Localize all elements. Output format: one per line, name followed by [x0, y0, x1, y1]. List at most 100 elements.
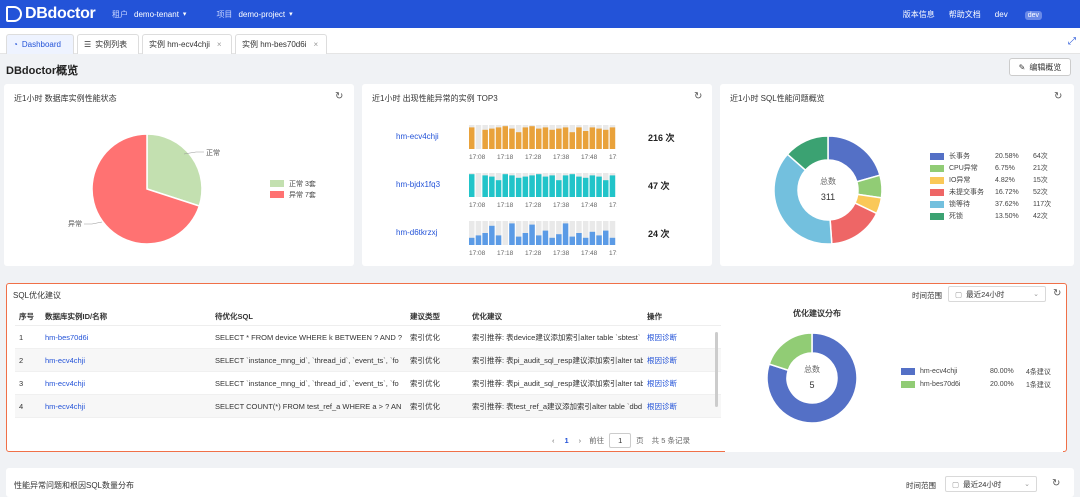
refresh-icon[interactable]: ↻ [1052, 478, 1061, 489]
sparkline-bar[interactable] [596, 128, 602, 149]
sql-category-0-slice[interactable] [827, 135, 881, 183]
sparkline-bar[interactable] [609, 127, 616, 149]
root-cause-link[interactable]: 根因诊断 [647, 401, 677, 411]
fullscreen-icon[interactable]: ⤢ [1068, 36, 1076, 47]
sparkline-bar[interactable] [489, 128, 495, 149]
dist-instance-1-slice[interactable] [768, 332, 813, 372]
root-cause-link[interactable]: 根因诊断 [647, 378, 677, 388]
sparkline-bar[interactable] [482, 233, 488, 245]
legend-item[interactable]: 锁等待 37.62% 117次 [930, 198, 1051, 210]
sparkline-bar[interactable] [475, 235, 482, 245]
instance-link[interactable]: hm-bes70d6i [45, 332, 89, 342]
legend-item[interactable]: 死锁 13.50% 42次 [930, 210, 1051, 222]
tab-dashboard[interactable]: ◔ Dashboard [6, 34, 74, 54]
abnormal-slice[interactable] [91, 133, 201, 245]
time-range-select[interactable]: ▢ 最近24小时 ⌄ [945, 476, 1037, 492]
table-scrollbar[interactable] [715, 332, 718, 407]
sparkline-bar[interactable] [562, 127, 569, 149]
instance-link[interactable]: hm-ecv4chji [45, 401, 86, 411]
logo[interactable]: DBdoctor [6, 5, 106, 23]
refresh-icon[interactable]: ↻ [335, 91, 344, 102]
sparkline-bar[interactable] [515, 236, 522, 245]
sparkline-bar[interactable] [556, 128, 562, 149]
sparkline-bar[interactable] [522, 233, 529, 245]
legend-item[interactable]: IO异常 4.82% 15次 [930, 174, 1051, 186]
sparkline-bar[interactable] [582, 177, 589, 197]
sparkline-bar[interactable] [576, 127, 582, 149]
prev-page-icon[interactable]: ‹ [552, 435, 555, 445]
sparkline-bar[interactable] [469, 127, 475, 149]
sparkline-bar[interactable] [589, 127, 596, 149]
sparkline-bar[interactable] [569, 236, 576, 245]
version-info-link[interactable]: 版本信息 [902, 9, 935, 19]
current-page[interactable]: 1 [564, 435, 569, 445]
sparkline-bar[interactable] [536, 235, 542, 245]
sparkline-bar[interactable] [542, 230, 549, 245]
sparkline-bar[interactable] [529, 175, 535, 197]
sparkline-bar[interactable] [589, 231, 596, 245]
project-selector[interactable]: 项目 demo-project ▾ [216, 9, 292, 20]
refresh-icon[interactable]: ↻ [694, 91, 703, 102]
sparkline-bar[interactable] [582, 237, 589, 245]
sparkline-bar[interactable] [556, 234, 562, 245]
sparkline-bar[interactable] [542, 176, 549, 197]
legend-item[interactable]: hm-bes70d6i 20.00% 1条建议 [901, 378, 1051, 391]
sparkline-bar[interactable] [469, 237, 475, 245]
sparkline-bar[interactable] [609, 175, 616, 197]
goto-page-input[interactable]: 1 [609, 432, 632, 448]
sparkline-bar[interactable] [495, 180, 502, 197]
tab-instance-bes70d6i[interactable]: 实例 hm-bes70d6i × [235, 34, 327, 54]
root-cause-link[interactable]: 根因诊断 [647, 332, 677, 342]
edit-overview-button[interactable]: ✎ 编辑概览 [1009, 58, 1071, 76]
time-range-select[interactable]: ▢ 最近24小时 ⌄ [948, 286, 1046, 302]
sparkline-bar[interactable] [482, 175, 488, 197]
legend-item[interactable]: 正常 3套 [270, 178, 316, 189]
refresh-icon[interactable]: ↻ [1053, 288, 1062, 299]
sql-category-4-slice[interactable] [773, 153, 833, 245]
sparkline-bar[interactable] [529, 126, 535, 149]
refresh-icon[interactable]: ↻ [1054, 91, 1063, 102]
sparkline-bar[interactable] [549, 129, 555, 149]
next-page-icon[interactable]: › [578, 435, 582, 445]
sparkline-bar[interactable] [569, 174, 576, 197]
close-icon[interactable]: × [216, 40, 222, 49]
dist-instance-0-slice[interactable] [766, 332, 858, 424]
sparkline-bar[interactable] [562, 223, 569, 245]
sparkline-bar[interactable] [556, 180, 562, 197]
sparkline-bar[interactable] [509, 175, 515, 197]
sparkline-bar[interactable] [589, 175, 596, 197]
sparkline-bar[interactable] [603, 129, 609, 149]
sparkline-bar[interactable] [502, 174, 509, 197]
root-cause-link[interactable]: 根因诊断 [647, 355, 677, 365]
sparkline-bar[interactable] [609, 237, 616, 245]
help-docs-link[interactable]: 帮助文档 [948, 9, 981, 19]
sparkline-bar[interactable] [522, 176, 529, 197]
sparkline-bar[interactable] [576, 176, 582, 197]
sparkline-bar[interactable] [495, 127, 502, 149]
legend-item[interactable]: hm-ecv4chji 80.00% 4条建议 [901, 365, 1051, 378]
sparkline-bar[interactable] [469, 174, 475, 197]
sparkline-bar[interactable] [536, 174, 542, 197]
sparkline-bar[interactable] [603, 230, 609, 245]
sparkline-bar[interactable] [576, 233, 582, 245]
sparkline-bar[interactable] [509, 128, 515, 149]
sparkline-bar[interactable] [502, 126, 509, 149]
sparkline-bar[interactable] [562, 175, 569, 197]
sparkline-bar[interactable] [596, 235, 602, 245]
instance-link[interactable]: hm-ecv4chji [45, 355, 86, 365]
sparkline-bar[interactable] [536, 128, 542, 149]
sparkline-bar[interactable] [515, 177, 522, 197]
sparkline-bar[interactable] [489, 225, 495, 245]
instance-link[interactable]: hm-bjdx1fq3 [396, 180, 441, 189]
normal-slice[interactable] [146, 133, 203, 207]
close-icon[interactable]: × [313, 40, 319, 49]
legend-item[interactable]: 未提交事务 16.72% 52次 [930, 186, 1051, 198]
sparkline-bar[interactable] [509, 223, 515, 245]
sparkline-bar[interactable] [582, 131, 589, 149]
legend-item[interactable]: CPU异常 6.75% 21次 [930, 162, 1051, 174]
sparkline-bar[interactable] [522, 127, 529, 149]
instance-link[interactable]: hm-ecv4chji [396, 132, 439, 141]
sparkline-bar[interactable] [549, 237, 555, 245]
sparkline-bar[interactable] [489, 176, 495, 197]
sparkline-bar[interactable] [569, 132, 576, 149]
